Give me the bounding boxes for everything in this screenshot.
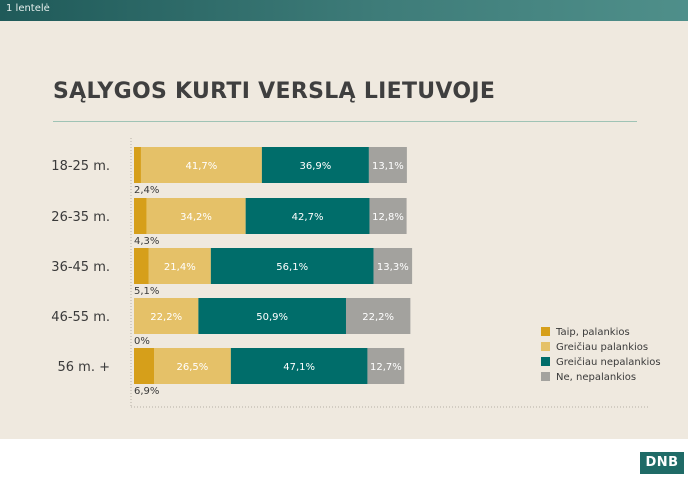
bar-segment (230, 348, 368, 384)
data-label: 22,2% (362, 312, 394, 323)
data-label: 26,5% (177, 362, 209, 373)
category-label: 56 m. + (58, 360, 111, 375)
bar-segment (140, 147, 262, 183)
data-label: 21,4% (164, 262, 196, 273)
bar-segment (146, 198, 246, 234)
category-label: 36-45 m. (51, 260, 110, 275)
data-label: 47,1% (283, 362, 315, 373)
data-label: 13,3% (377, 262, 409, 273)
category-label: 46-55 m. (51, 310, 110, 325)
bar-segment (210, 248, 374, 284)
legend-label: Taip, palankios (555, 327, 630, 338)
legend-label: Ne, nepalankios (556, 372, 636, 383)
chart-title: SĄLYGOS KURTI VERSLĄ LIETUVOJE (53, 79, 496, 104)
data-label: 2,4% (134, 185, 159, 196)
data-label: 0% (134, 336, 150, 347)
title-divider (53, 121, 637, 122)
bar-segment (134, 147, 141, 183)
data-label: 41,7% (186, 161, 218, 172)
data-label: 34,2% (180, 212, 212, 223)
bar-segment (154, 348, 231, 384)
bar-segment (134, 298, 199, 334)
data-label: 50,9% (256, 312, 288, 323)
legend-swatch (541, 357, 550, 366)
data-label: 42,7% (292, 212, 324, 223)
data-label: 4,3% (134, 236, 159, 247)
bar-segment (368, 147, 407, 183)
bar-segment (148, 248, 211, 284)
data-label: 22,2% (150, 312, 182, 323)
data-label: 6,9% (134, 386, 159, 397)
bar-segment (134, 348, 155, 384)
data-label: 36,9% (300, 161, 332, 172)
legend-swatch (541, 342, 550, 351)
data-label: 5,1% (134, 286, 159, 297)
data-label: 13,1% (372, 161, 404, 172)
data-label: 56,1% (276, 262, 308, 273)
legend-swatch (541, 372, 550, 381)
bar-segment (198, 298, 346, 334)
data-label: 12,7% (370, 362, 402, 373)
bar-segment (373, 248, 413, 284)
bar-segment (134, 248, 149, 284)
data-label: 12,8% (372, 212, 404, 223)
bar-segment (245, 198, 370, 234)
bar-segment (369, 198, 407, 234)
header-label: 1 lentelė (6, 3, 50, 14)
legend-label: Greičiau palankios (556, 341, 648, 353)
legend-label: Greičiau nepalankios (556, 356, 661, 368)
dnb-logo: DNB (640, 452, 684, 474)
bar-segment (261, 147, 369, 183)
category-label: 26-35 m. (51, 210, 110, 225)
category-label: 18-25 m. (51, 159, 110, 174)
bar-segment (345, 298, 411, 334)
bar-segment (134, 198, 147, 234)
header-bar: 1 lentelė (0, 0, 688, 21)
legend-swatch (541, 327, 550, 336)
bar-segment (367, 348, 405, 384)
